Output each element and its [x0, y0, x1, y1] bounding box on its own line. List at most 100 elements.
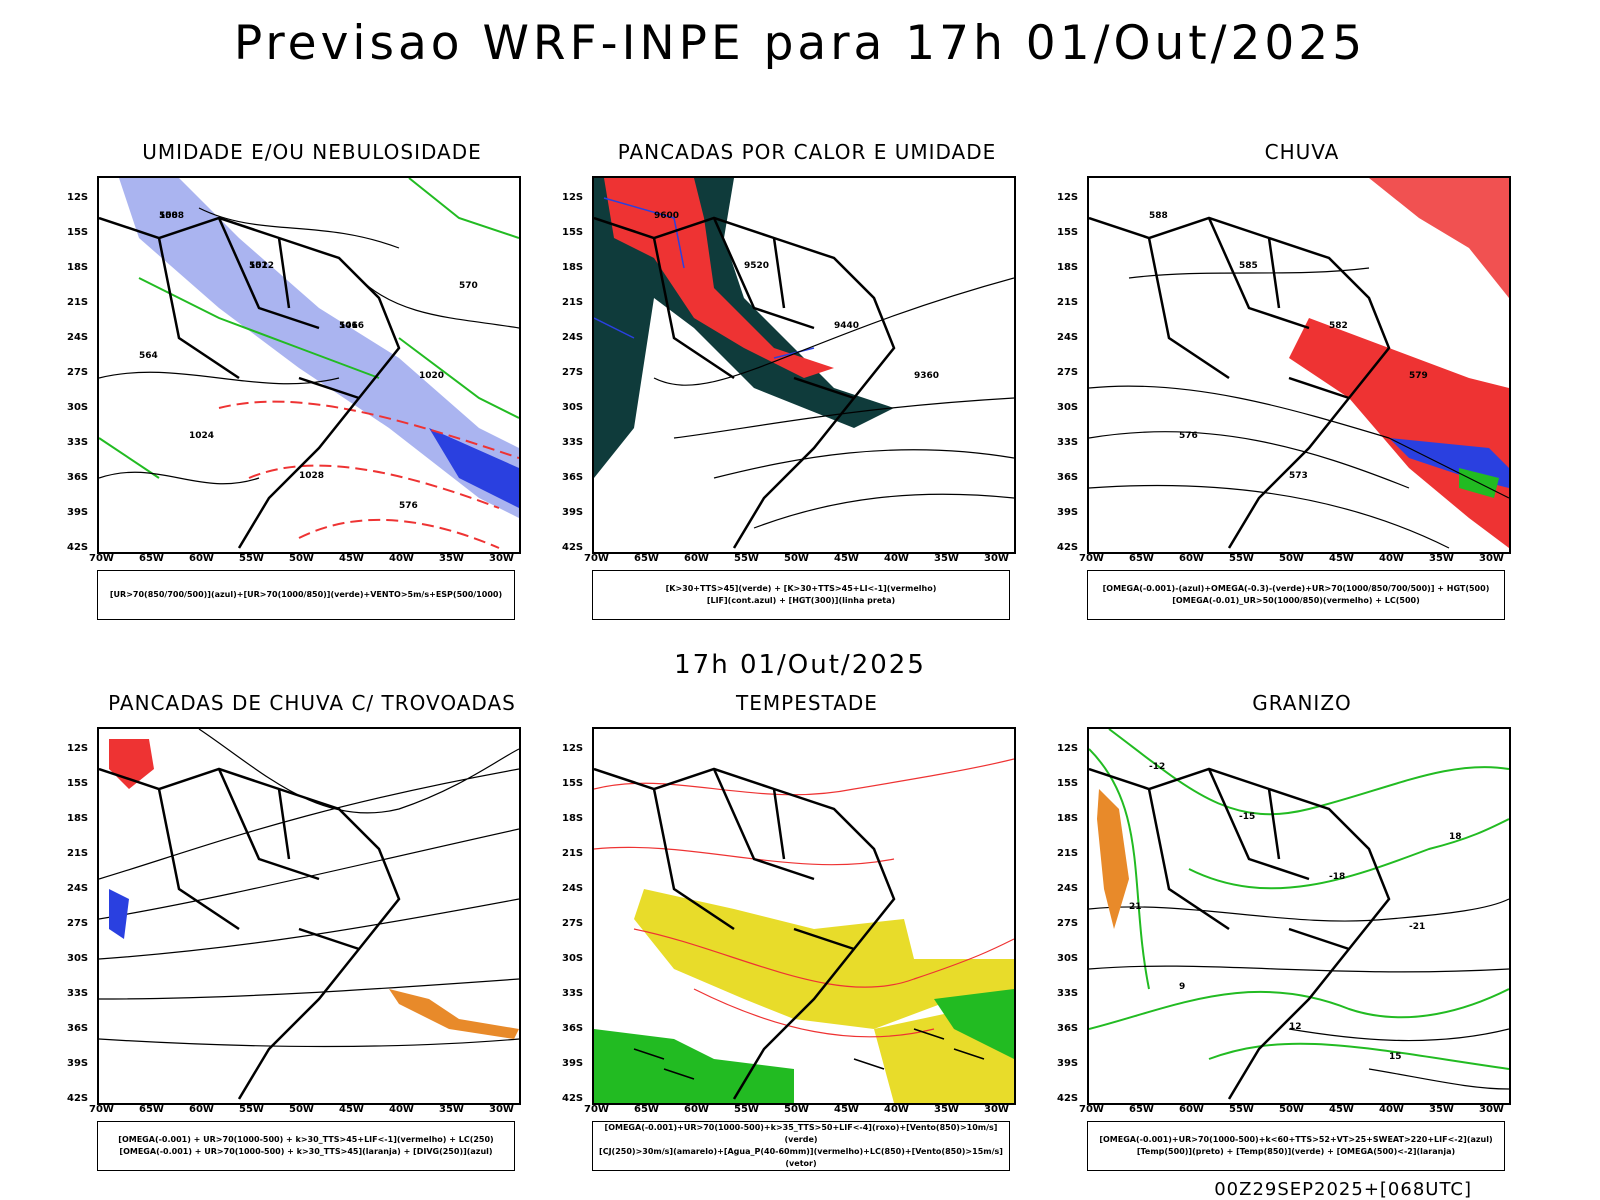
state-borders — [157, 217, 360, 400]
contour-label: 576 — [1179, 431, 1198, 441]
lon-tick: 30W — [1479, 553, 1504, 564]
lon-tick: 65W — [634, 1104, 659, 1115]
lat-tick: 24S — [67, 883, 89, 894]
lat-tick: 39S — [562, 1058, 584, 1069]
lon-tick: 55W — [1229, 1104, 1254, 1115]
contour-label: 579 — [1409, 371, 1428, 381]
legend-line: [UR>70(850/700/500)](azul)+[UR>70(1000/8… — [109, 590, 503, 599]
lon-tick: 55W — [239, 553, 264, 564]
run-time-label: 00Z29SEP2025+[068UTC] — [1214, 1179, 1472, 1200]
lon-tick: 55W — [239, 1104, 264, 1115]
legend-line: [OMEGA(-0.001)-(azul)+OMEGA(-0.3)-(verde… — [1102, 584, 1490, 593]
lat-tick: 42S — [1057, 1093, 1079, 1104]
lat-tick: 30S — [67, 953, 89, 964]
divergence-blue — [109, 889, 129, 939]
lat-tick: 24S — [1057, 883, 1079, 894]
lon-tick: 35W — [934, 553, 959, 564]
lat-tick: 33S — [1057, 988, 1079, 999]
lon-tick: 50W — [784, 1104, 809, 1115]
legend-line: [OMEGA(-0.01)_UR>50(1000/850)(vermelho) … — [1172, 596, 1420, 605]
lat-tick: 12S — [562, 192, 584, 203]
contour-label: 552 — [249, 261, 268, 271]
lon-tick: 30W — [489, 1104, 514, 1115]
lc250-streamlines — [99, 729, 519, 1048]
lat-tick: 42S — [1057, 542, 1079, 553]
map-plot: 588 585 582 579 576 573 — [1089, 178, 1509, 549]
lat-tick: 33S — [67, 437, 89, 448]
map-trovoadas — [97, 727, 521, 1105]
lon-tick: 60W — [1179, 1104, 1204, 1115]
lc850-streamlines — [594, 758, 1014, 1038]
contour-label: 573 — [1289, 471, 1308, 481]
coastline — [99, 767, 401, 1100]
legend-box: [K>30+TTS>45](verde) + [K>30+TTS>45+LI<-… — [592, 570, 1010, 620]
contour-label: -12 — [1149, 762, 1165, 772]
legend-line: [CJ(250)>30m/s](amarelo)+[Agua_P(40-60mm… — [599, 1147, 1003, 1168]
lon-tick: 70W — [1079, 553, 1104, 564]
panel-title: PANCADAS DE CHUVA C/ TROVOADAS — [108, 691, 516, 715]
thickness-contours — [218, 400, 519, 549]
legend-box: [OMEGA(-0.001)+UR>70(1000-500)+k>35_TTS>… — [592, 1121, 1010, 1171]
contour-label: -21 — [1409, 922, 1425, 932]
lat-tick: 27S — [1057, 367, 1079, 378]
map-plot: 9600 9520 9440 9360 — [594, 178, 1014, 549]
lat-tick: 12S — [67, 743, 89, 754]
coastline — [1089, 216, 1391, 549]
legend-line: [OMEGA(-0.001)+UR>70(1000-500)+k<60+TTS>… — [1099, 1135, 1493, 1144]
contour-label: 1012 — [249, 261, 274, 271]
lat-tick: 30S — [562, 953, 584, 964]
coastline — [99, 216, 401, 549]
lon-tick: 65W — [1129, 1104, 1154, 1115]
lat-tick: 39S — [1057, 1058, 1079, 1069]
panel-title: GRANIZO — [1252, 691, 1352, 715]
lat-tick: 21S — [1057, 848, 1079, 859]
lat-tick: 12S — [562, 743, 584, 754]
lon-tick: 60W — [684, 553, 709, 564]
panel-title: UMIDADE E/OU NEBULOSIDADE — [142, 140, 482, 164]
lat-tick: 24S — [1057, 332, 1079, 343]
lon-tick: 50W — [289, 553, 314, 564]
lat-tick: 30S — [1057, 953, 1079, 964]
lon-tick: 60W — [189, 1104, 214, 1115]
lon-tick: 45W — [339, 1104, 364, 1115]
contour-label: 9520 — [744, 261, 769, 271]
lon-tick: 40W — [389, 1104, 414, 1115]
contour-label: 15 — [1389, 1052, 1402, 1062]
lat-tick: 36S — [1057, 1023, 1079, 1034]
lat-tick: 15S — [562, 778, 584, 789]
wind-vectors — [633, 1028, 985, 1080]
lon-tick: 30W — [984, 1104, 1009, 1115]
lat-tick: 36S — [67, 472, 89, 483]
lon-tick: 55W — [1229, 553, 1254, 564]
contour-label: -15 — [1239, 812, 1255, 822]
contour-label: 546 — [339, 321, 358, 331]
coastline — [594, 216, 896, 549]
lat-tick: 21S — [1057, 297, 1079, 308]
contour-label: 1016 — [339, 321, 364, 331]
legend-line: [OMEGA(-0.001) + UR>70(1000-500) + k>30_… — [118, 1135, 494, 1144]
contour-label: 9440 — [834, 321, 859, 331]
valid-time-label: 17h 01/Out/2025 — [674, 650, 926, 680]
lat-tick: 12S — [1057, 192, 1079, 203]
contour-label: 585 — [1239, 261, 1258, 271]
lat-tick: 15S — [67, 778, 89, 789]
lon-tick: 35W — [439, 553, 464, 564]
lat-tick: 12S — [67, 192, 89, 203]
lon-tick: 55W — [734, 1104, 759, 1115]
omega-ur-red-region-north — [1369, 178, 1509, 298]
lon-tick: 40W — [1379, 1104, 1404, 1115]
contour-label: 564 — [139, 351, 158, 361]
lat-tick: 24S — [67, 332, 89, 343]
map-granizo: -12 -15 -18 -21 9 12 15 18 21 — [1087, 727, 1511, 1105]
contour-label: 582 — [1329, 321, 1348, 331]
lon-tick: 45W — [1329, 1104, 1354, 1115]
lon-tick: 35W — [1429, 1104, 1454, 1115]
wind850-region-green-east — [934, 989, 1014, 1059]
map-plot: 1008 1012 1016 1020 1024 1028 576 570 564 558 552 5… — [99, 178, 519, 549]
lon-tick: 70W — [89, 1104, 114, 1115]
state-borders — [1147, 768, 1350, 951]
lat-tick: 30S — [67, 402, 89, 413]
panel-title: TEMPESTADE — [736, 691, 878, 715]
lon-tick: 35W — [934, 1104, 959, 1115]
lon-tick: 40W — [389, 553, 414, 564]
